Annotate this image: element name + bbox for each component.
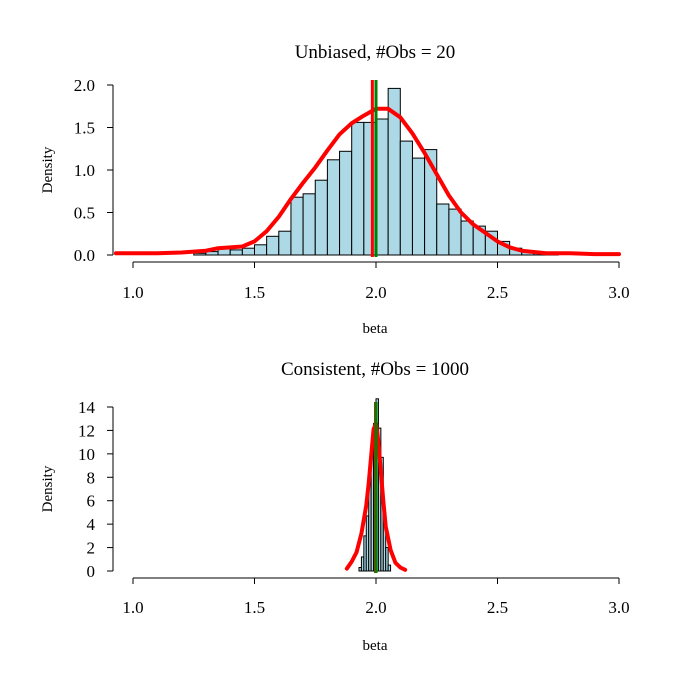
y-tick-label: 6: [87, 492, 96, 511]
y-tick-label: 0: [87, 562, 96, 581]
x-tick-label: 2.5: [487, 283, 508, 302]
chart-title: Unbiased, #Obs = 20: [295, 42, 456, 63]
x-tick-label: 1.0: [122, 598, 143, 617]
y-axis-label: Density: [40, 465, 56, 512]
x-tick-label: 1.0: [122, 283, 143, 302]
x-tick-label: 2.0: [365, 598, 386, 617]
y-tick-label: 14: [78, 398, 96, 417]
y-tick-label: 1.0: [74, 161, 95, 180]
histogram-bar: [460, 220, 474, 256]
axes: 0.0 0.5 1.0 1.5 2.0 1.0 1.5 2.0 2.5 3.0: [74, 76, 630, 302]
histogram-bar: [387, 564, 392, 572]
y-tick-label: 4: [87, 515, 96, 534]
y-tick-label: 8: [87, 468, 96, 487]
x-tick-label: 1.5: [244, 283, 265, 302]
y-tick-label: 0.0: [74, 246, 95, 265]
histogram-bar: [229, 249, 243, 256]
histogram-bar: [436, 203, 450, 256]
density-curve: [113, 106, 621, 257]
y-tick-label: 2.0: [74, 76, 95, 95]
histogram-bar: [193, 252, 207, 256]
histogram-bar: [254, 244, 268, 256]
x-tick-label: 2.5: [487, 598, 508, 617]
y-tick-label: 2: [87, 539, 96, 558]
reference-lines: [370, 80, 378, 257]
histogram-bar: [448, 208, 462, 256]
histogram-bar: [241, 247, 256, 256]
y-tick-label: 0.5: [74, 204, 95, 223]
histogram-bar: [339, 150, 353, 256]
histogram-bars: [193, 87, 559, 256]
x-axis-label: beta: [363, 638, 388, 654]
density-curve-group: [113, 106, 621, 257]
histogram-bar: [424, 149, 438, 256]
y-tick-label: 12: [78, 421, 95, 440]
axes: 0 2 4 6 8 10 12 14 1.0 1.5 2.0 2.5 3.0: [78, 398, 630, 617]
histogram-bar: [278, 230, 292, 256]
histogram-bar: [375, 118, 389, 256]
y-tick-label: 1.5: [74, 119, 95, 138]
histogram-bar: [314, 179, 328, 256]
histogram-bar: [385, 547, 389, 572]
panel-unbiased: Unbiased, #Obs = 20 beta Density 0.0 0.5 1…: [40, 42, 630, 337]
histogram-bar: [290, 196, 304, 256]
x-tick-label: 1.5: [244, 598, 265, 617]
panel-consistent: Consistent, #Obs = 1000 beta Density 0 2 4…: [40, 359, 630, 654]
histogram-bar: [326, 159, 341, 256]
x-tick-label: 2.0: [365, 283, 386, 302]
histogram-bar: [363, 121, 377, 256]
chart-title: Consistent, #Obs = 1000: [281, 359, 469, 380]
y-tick-label: 10: [78, 445, 95, 464]
x-tick-label: 3.0: [608, 598, 629, 617]
histogram-bar: [411, 157, 426, 256]
histogram-bar: [399, 140, 413, 256]
x-tick-label: 3.0: [608, 283, 629, 302]
histogram-bar: [302, 193, 316, 256]
histogram-bar: [266, 235, 280, 256]
y-axis-label: Density: [40, 146, 56, 193]
x-axis-label: beta: [363, 321, 388, 337]
histogram-bar: [351, 121, 365, 256]
